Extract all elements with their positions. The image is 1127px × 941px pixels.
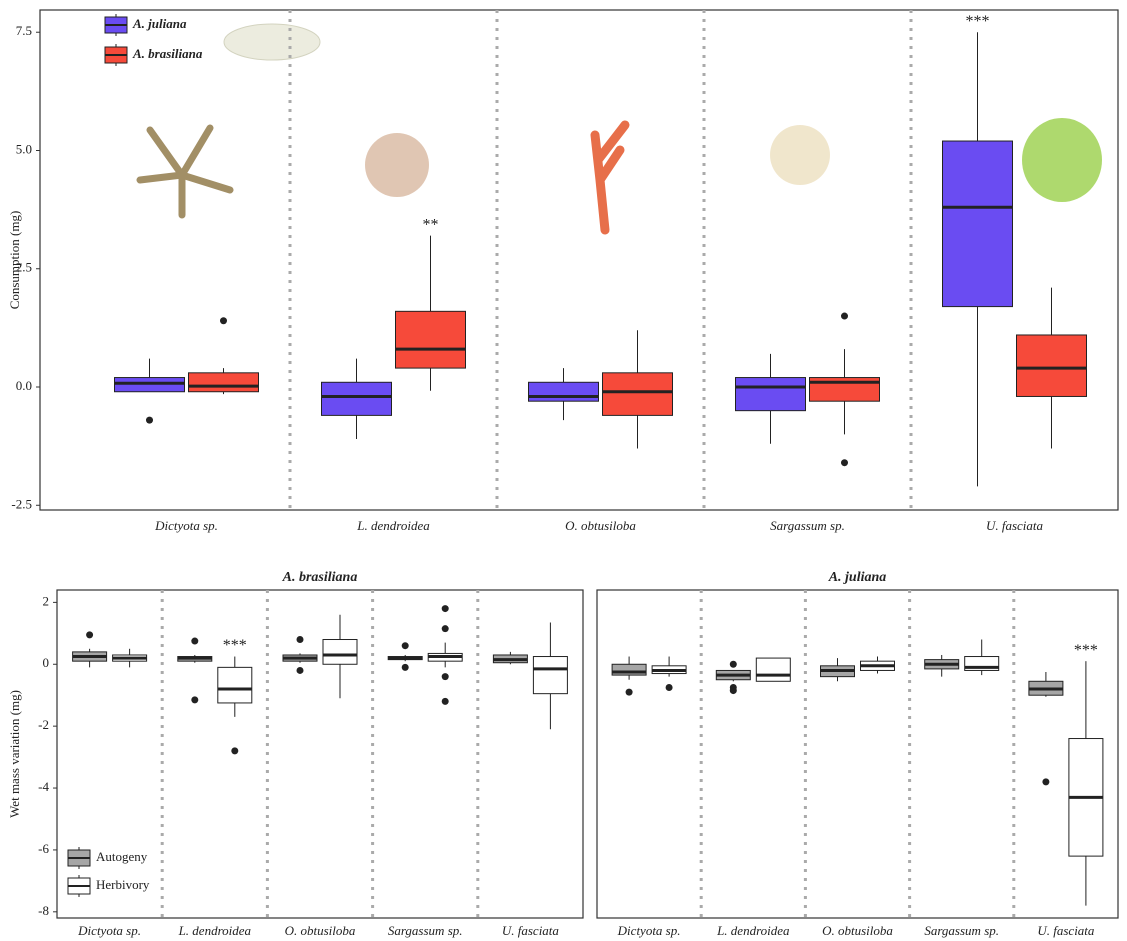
seaweed-illustration <box>1022 118 1102 202</box>
box <box>1017 335 1087 396</box>
panel-title: A. juliana <box>828 570 887 585</box>
x-tick-label: Dictyota sp. <box>617 923 681 938</box>
outlier <box>297 636 304 643</box>
significance-label: *** <box>223 637 247 654</box>
x-tick-label: L. dendroidea <box>178 923 252 938</box>
box <box>322 382 392 415</box>
y-tick-label: -2 <box>38 717 49 732</box>
outlier <box>841 313 848 320</box>
x-tick-label: Dictyota sp. <box>154 518 218 533</box>
y-tick-label: -2.5 <box>11 496 32 511</box>
y-tick-label: 2 <box>43 593 50 608</box>
figure: Dictyota sp. L. dendroidea O. obtusiloba Sa… <box>0 0 1127 941</box>
x-tick-label: O. obtusiloba <box>822 923 893 938</box>
box <box>396 311 466 368</box>
seaweed-illustration <box>595 125 625 230</box>
box <box>736 378 806 411</box>
plot-frame <box>597 590 1118 918</box>
outlier <box>730 687 737 694</box>
outlier <box>220 317 227 324</box>
y-tick-label: 0.0 <box>16 378 32 393</box>
y-tick-label: -6 <box>38 841 49 856</box>
snail-illustration <box>224 24 320 60</box>
box <box>603 373 673 416</box>
seaweed-illustration <box>365 133 429 197</box>
outlier <box>86 631 93 638</box>
y-tick-label: 7.5 <box>16 23 32 38</box>
x-tick-label: U. fasciata <box>502 923 560 938</box>
significance-label: ** <box>423 216 439 233</box>
x-tick-label: Sargassum sp. <box>924 923 999 938</box>
box <box>323 640 357 665</box>
outlier <box>146 417 153 424</box>
y-tick-label: 5.0 <box>16 141 32 156</box>
outlier <box>402 664 409 671</box>
y-axis-label: Wet mass variation (mg) <box>7 690 22 818</box>
outlier <box>191 696 198 703</box>
seaweed-illustration <box>140 128 230 215</box>
y-tick-label: 0 <box>43 655 50 670</box>
outlier <box>297 667 304 674</box>
x-tick-label: U. fasciata <box>1037 923 1095 938</box>
outlier <box>231 747 238 754</box>
x-tick-label: Sargassum sp. <box>388 923 463 938</box>
x-tick-label: L. dendroidea <box>716 923 790 938</box>
panel-title: A. brasiliana <box>282 570 358 585</box>
x-tick-label: L. dendroidea <box>356 518 430 533</box>
box <box>189 373 259 392</box>
outlier <box>1042 778 1049 785</box>
significance-label: *** <box>966 13 990 30</box>
legend-label: A. juliana <box>132 16 187 31</box>
box <box>943 141 1013 307</box>
x-tick-label: O. obtusiloba <box>565 518 636 533</box>
outlier <box>442 605 449 612</box>
x-tick-label: O. obtusiloba <box>285 923 356 938</box>
x-tick-label: U. fasciata <box>986 518 1044 533</box>
box <box>218 667 252 703</box>
outlier <box>442 698 449 705</box>
outlier <box>402 642 409 649</box>
page: {"chart_data": [ {"type": "boxplot", "y_… <box>0 0 1127 941</box>
seaweed-illustration <box>770 125 830 185</box>
outlier <box>730 661 737 668</box>
box <box>533 657 567 694</box>
box <box>529 382 599 401</box>
box <box>756 658 790 681</box>
outlier <box>442 625 449 632</box>
y-axis-label: Consumption (mg) <box>7 211 22 310</box>
legend-label: A. brasiliana <box>132 46 203 61</box>
y-tick-label: -8 <box>38 903 49 918</box>
plot-frame <box>57 590 583 918</box>
outlier <box>191 638 198 645</box>
outlier <box>666 684 673 691</box>
outlier <box>841 459 848 466</box>
significance-label: *** <box>1074 642 1098 659</box>
legend-label: Autogeny <box>96 849 148 864</box>
outlier <box>442 673 449 680</box>
legend-label: Herbivory <box>96 877 150 892</box>
y-tick-label: -4 <box>38 779 49 794</box>
outlier <box>626 689 633 696</box>
x-tick-label: Sargassum sp. <box>770 518 845 533</box>
x-tick-label: Dictyota sp. <box>77 923 141 938</box>
